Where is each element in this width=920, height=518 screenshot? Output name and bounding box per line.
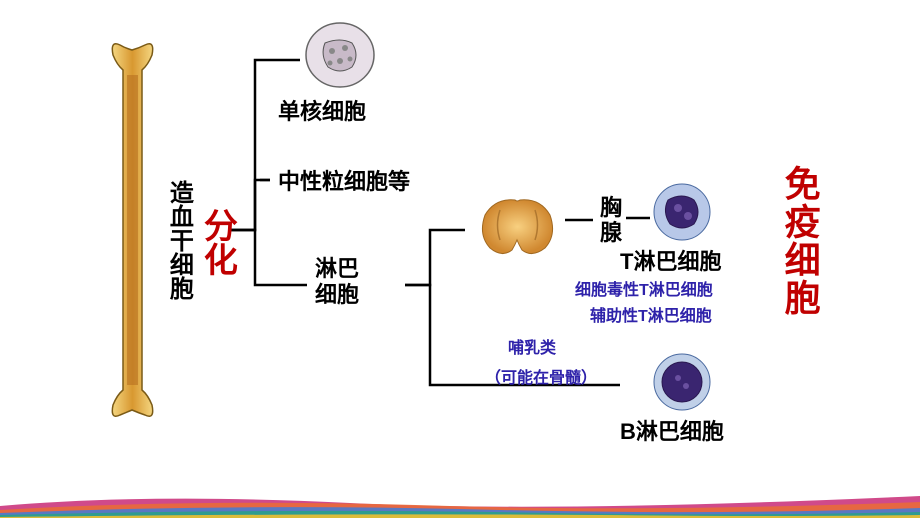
mammal-label: 哺乳类 (508, 340, 556, 358)
thymus-label: 胸腺 (598, 195, 624, 246)
lymphocyte-label: 淋巴细胞 (312, 256, 362, 309)
thymus-illustration (470, 190, 565, 265)
neutrophil-label: 中性粒细胞等 (278, 170, 410, 194)
monocyte-illustration (300, 15, 380, 95)
bone-illustration (105, 35, 160, 425)
marrow-note-label: （可能在骨髓） (485, 370, 597, 388)
b-cell-illustration (650, 350, 715, 415)
differentiation-label: 分化 (198, 208, 235, 276)
t-cell-illustration (650, 180, 715, 245)
monocyte-label: 单核细胞 (278, 100, 366, 124)
helper-t-label: 辅助性T淋巴细胞 (590, 308, 712, 326)
stem-cell-label: 造血干细胞 (165, 180, 191, 300)
lymphocyte-text: 淋巴细胞 (312, 256, 362, 309)
footer-ribbon (0, 488, 920, 518)
b-cell-label: B淋巴细胞 (620, 420, 724, 444)
thymus-text: 胸腺 (598, 195, 624, 246)
t-cell-label: T淋巴细胞 (620, 250, 721, 274)
immune-cell-label: 免疫细胞 (780, 165, 820, 317)
cytotoxic-t-label: 细胞毒性T淋巴细胞 (575, 282, 713, 300)
